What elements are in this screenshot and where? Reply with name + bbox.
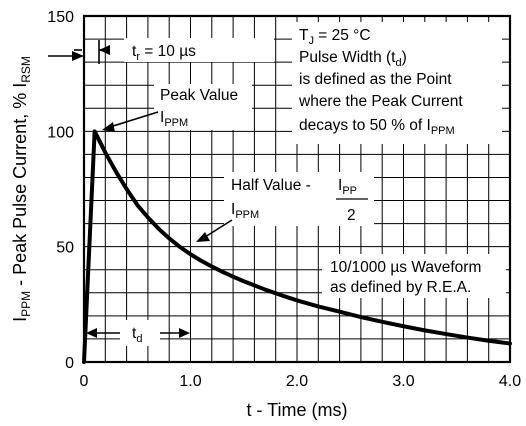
plot-frame (82, 14, 512, 364)
tj-label: TJ = 25 °C (299, 27, 371, 47)
annotation-bg-2 (292, 22, 502, 144)
x-tick-labels: 0 1.0 2.0 3.0 4.0 (80, 373, 522, 390)
y-axis-label-main: I (10, 317, 30, 322)
peak-value-label: Peak Value (160, 87, 238, 104)
y-tick-label-1: 50 (56, 240, 74, 257)
definition-line-3: decays to 50 % of IPPM (299, 117, 455, 137)
waveform-note-1: 10/1000 µs Waveform (330, 259, 481, 276)
y-axis-label: IPPM - Peak Pulse Current, % IRSM (10, 56, 33, 322)
definition-line-1: is defined as the Point (299, 71, 452, 88)
td-label: td (132, 325, 142, 345)
x-tick-label-4: 4.0 (499, 373, 521, 390)
x-tick-label-2: 2.0 (286, 373, 308, 390)
waveform-curve (82, 129, 512, 364)
peak-ippm-label: IPPM (160, 109, 188, 129)
x-axis-label: t - Time (ms) (247, 400, 348, 420)
annotation-bg-5 (120, 320, 160, 346)
td-dimension (86, 328, 190, 338)
fraction-numerator: IPP (338, 177, 357, 197)
y-tick-label-2: 100 (47, 124, 74, 141)
pulse-width-label: Pulse Width (td) (299, 49, 407, 69)
y-axis-label-main2: I (10, 83, 30, 88)
peak-pointer-arrow (102, 111, 159, 132)
fraction-denominator: 2 (347, 207, 356, 224)
definition-line-2: where the Peak Current (298, 93, 463, 110)
half-value-label: Half Value - (231, 177, 311, 194)
annotation-bg-4 (322, 254, 506, 298)
y-tick-label-3: 150 (47, 9, 74, 26)
y-tick-labels: 0 50 100 150 (47, 9, 74, 372)
irsm-arrow (48, 51, 84, 61)
x-tick-label-0: 0 (80, 373, 89, 390)
x-tick-label-1: 1.0 (179, 373, 201, 390)
y-axis-label-sub2: RSM (19, 56, 33, 83)
y-tick-label-0: 0 (65, 355, 74, 372)
tr-dimension (74, 40, 110, 64)
half-pointer-arrow (196, 219, 233, 242)
half-ippm-label: IPPM (231, 201, 259, 221)
annotation-bg-1 (154, 84, 252, 130)
waveform-note-2: as defined by R.E.A. (330, 279, 471, 296)
annotation-bg-0 (124, 38, 274, 62)
tr-label: tr = 10 µs (132, 43, 196, 63)
annotation-backgrounds (120, 22, 506, 346)
y-axis-label-rest: - Peak Pulse Current, % (10, 88, 30, 291)
y-axis-label-sub: PPM (19, 291, 33, 317)
x-tick-label-3: 3.0 (392, 373, 414, 390)
